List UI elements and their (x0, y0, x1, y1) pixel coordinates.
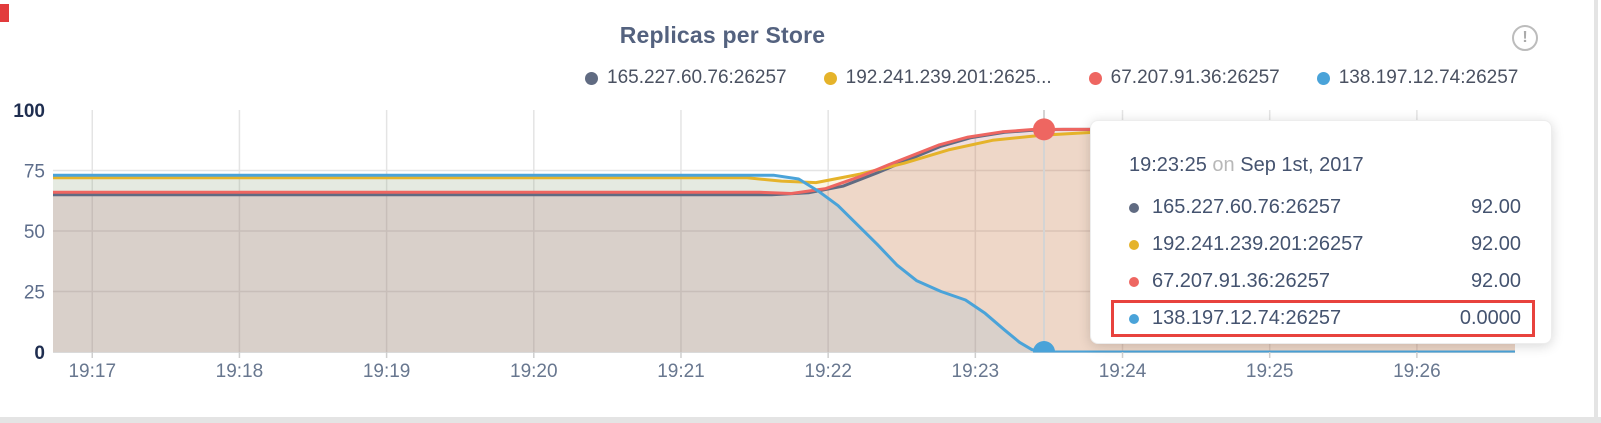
tooltip-date: Sep 1st, 2017 (1240, 154, 1364, 176)
tooltip-row-value: 92.00 (1470, 196, 1521, 218)
hover-marker-red (1033, 118, 1056, 141)
tooltip-time: 19:23:25 (1129, 154, 1207, 176)
legend-dot-icon (823, 71, 837, 85)
hover-markers (1033, 118, 1056, 353)
legend: 165.227.60.76:26257 192.241.239.201:2625… (585, 67, 1518, 89)
axis-labels: 19:17 19:18 19:19 19:20 19:21 19:22 19:23 19:24… (13, 101, 1440, 382)
tooltip-row-value: 0.0000 (1459, 307, 1521, 329)
tooltip-row: 165.227.60.76:26257 92.00 (1091, 189, 1551, 226)
series-dot-icon (1129, 202, 1139, 213)
x-tick-label: 19:17 (68, 361, 116, 382)
x-tick-label: 19:24 (1099, 361, 1147, 382)
axis-tick-marks (91, 352, 1418, 358)
y-tick-label: 50 (24, 222, 45, 243)
legend-label: 192.241.239.201:2625... (845, 67, 1052, 88)
x-tick-label: 19:23 (952, 361, 1000, 382)
tooltip-row: 67.207.91.36:26257 92.00 (1091, 263, 1551, 300)
hover-marker-blue (1033, 341, 1056, 353)
tooltip-on-word: on (1212, 154, 1235, 176)
tooltip-row-label: 165.227.60.76:26257 (1152, 196, 1342, 218)
legend-item-165-227-60-76[interactable]: 165.227.60.76:26257 (585, 67, 787, 89)
x-tick-label: 19:25 (1246, 361, 1294, 382)
bottom-edge-divider (0, 417, 1601, 423)
x-tick-label: 19:26 (1393, 361, 1441, 382)
tooltip-row-label: 192.241.239.201:26257 (1152, 233, 1364, 255)
x-tick-label: 19:18 (216, 361, 264, 382)
y-tick-label: 75 (24, 162, 45, 183)
legend-label: 138.197.12.74:26257 (1338, 67, 1519, 88)
right-edge-divider (1594, 0, 1598, 423)
hover-tooltip: 19:23:25 on Sep 1st, 2017 165.227.60.76:… (1090, 120, 1552, 344)
tooltip-row-highlighted: 138.197.12.74:26257 0.0000 (1111, 300, 1535, 337)
legend-dot-icon (585, 71, 598, 85)
tooltip-header: 19:23:25 on Sep 1st, 2017 (1091, 154, 1551, 177)
x-tick-label: 19:21 (657, 361, 705, 382)
legend-dot-icon (1316, 71, 1330, 85)
legend-label: 67.207.91.36:26257 (1110, 67, 1280, 88)
tooltip-row-label: 67.207.91.36:26257 (1152, 270, 1330, 292)
series-line-blue (53, 173, 1515, 353)
legend-item-192-241-239-201[interactable]: 192.241.239.201:2625... (823, 67, 1052, 89)
tooltip-row-label: 138.197.12.74:26257 (1152, 307, 1342, 329)
info-icon-glyph: ! (1522, 29, 1528, 46)
tooltip-row-value: 92.00 (1470, 270, 1521, 292)
y-tick-label: 25 (24, 283, 45, 304)
series-area-blue (53, 175, 1515, 352)
tooltip-row: 192.241.239.201:26257 92.00 (1091, 226, 1551, 263)
series-dot-icon (1129, 313, 1139, 324)
x-tick-label: 19:20 (510, 361, 558, 382)
legend-item-138-197-12-74[interactable]: 138.197.12.74:26257 (1316, 67, 1519, 89)
info-icon[interactable]: ! (1512, 25, 1538, 51)
page-title: Replicas per Store (619, 22, 826, 48)
clipped-red-element (0, 4, 9, 22)
legend-label: 165.227.60.76:26257 (607, 67, 787, 88)
tooltip-row-value: 92.00 (1470, 233, 1521, 255)
y-tick-label: 100 (13, 101, 45, 122)
series-line-red (53, 127, 1515, 195)
legend-item-67-207-91-36[interactable]: 67.207.91.36:26257 (1088, 67, 1280, 89)
series-dot-icon (1129, 276, 1139, 287)
x-tick-label: 19:22 (804, 361, 852, 382)
legend-dot-icon (1088, 71, 1102, 85)
x-tick-label: 19:19 (363, 361, 411, 382)
series-dot-icon (1129, 239, 1139, 250)
y-tick-label: 0 (34, 343, 45, 364)
